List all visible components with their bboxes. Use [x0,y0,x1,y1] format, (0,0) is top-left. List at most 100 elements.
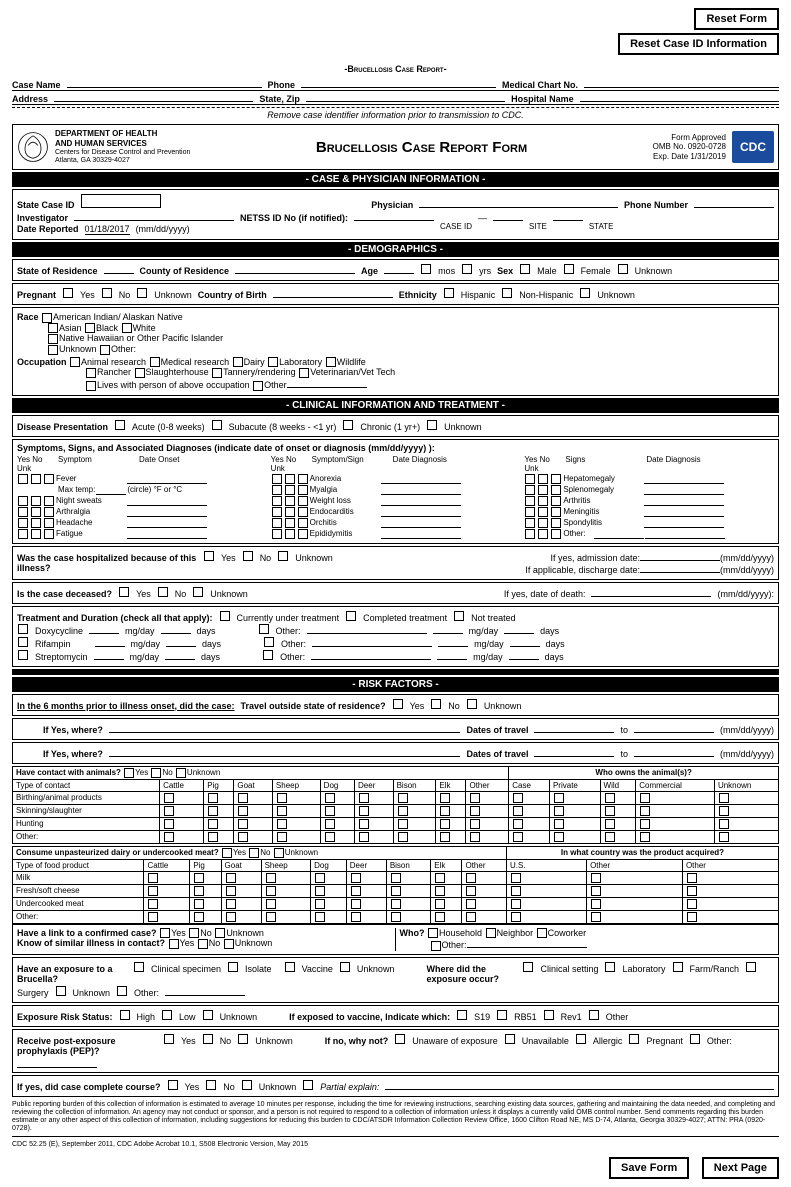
symp-checkbox[interactable] [525,474,535,484]
travel-unknown-checkbox[interactable] [467,699,477,709]
rev1-checkbox[interactable] [544,1010,554,1020]
race-nh-checkbox[interactable] [48,334,58,344]
male-checkbox[interactable] [520,264,530,274]
complete-partial-checkbox[interactable] [303,1080,313,1090]
other2-checkbox[interactable] [264,637,274,647]
symp-checkbox[interactable] [44,518,54,528]
race-other-checkbox[interactable] [100,345,110,355]
grid-checkbox[interactable] [238,806,248,816]
rif-checkbox[interactable] [18,637,28,647]
mos-checkbox[interactable] [421,264,431,274]
grid-checkbox[interactable] [325,806,335,816]
grid-checkbox[interactable] [391,873,401,883]
whynot-other-checkbox[interactable] [690,1034,700,1044]
complete-yes-checkbox[interactable] [168,1080,178,1090]
similar-yes-checkbox[interactable] [169,939,179,949]
occ-checkbox[interactable] [233,357,243,367]
grid-checkbox[interactable] [315,899,325,909]
symp-checkbox[interactable] [31,507,41,517]
farm-checkbox[interactable] [673,962,683,972]
symp-checkbox[interactable] [525,496,535,506]
grid-checkbox[interactable] [266,873,276,883]
grid-checkbox[interactable] [164,806,174,816]
symp-checkbox[interactable] [298,507,308,517]
grid-checkbox[interactable] [466,886,476,896]
acute-checkbox[interactable] [115,420,125,430]
grid-checkbox[interactable] [277,793,287,803]
unaware-checkbox[interactable] [395,1034,405,1044]
symp-checkbox[interactable] [551,507,561,517]
grid-checkbox[interactable] [325,793,335,803]
grid-checkbox[interactable] [315,912,325,922]
dairy-yes-checkbox[interactable] [222,848,232,858]
state-case-id-input[interactable] [81,194,161,208]
who-coworker-checkbox[interactable] [537,928,547,938]
grid-checkbox[interactable] [466,899,476,909]
symp-checkbox[interactable] [44,507,54,517]
symp-checkbox[interactable] [272,485,282,495]
female-checkbox[interactable] [564,264,574,274]
grid-checkbox[interactable] [513,819,523,829]
symp-checkbox[interactable] [525,518,535,528]
grid-checkbox[interactable] [511,886,521,896]
grid-checkbox[interactable] [466,873,476,883]
symp-checkbox[interactable] [31,518,41,528]
dec-no-checkbox[interactable] [158,587,168,597]
grid-checkbox[interactable] [208,793,218,803]
grid-checkbox[interactable] [325,832,335,842]
grid-checkbox[interactable] [315,873,325,883]
link-yes-checkbox[interactable] [160,928,170,938]
grid-checkbox[interactable] [719,832,729,842]
other1-checkbox[interactable] [259,624,269,634]
grid-checkbox[interactable] [554,806,564,816]
symp-checkbox[interactable] [44,529,54,539]
grid-checkbox[interactable] [687,873,697,883]
grid-checkbox[interactable] [315,886,325,896]
hispanic-checkbox[interactable] [444,288,454,298]
occ-checkbox[interactable] [70,357,80,367]
grid-checkbox[interactable] [148,899,158,909]
symp-checkbox[interactable] [538,474,548,484]
yrs-checkbox[interactable] [462,264,472,274]
grid-checkbox[interactable] [226,873,236,883]
grid-checkbox[interactable] [194,912,204,922]
symp-checkbox[interactable] [551,529,561,539]
complete-unknown-checkbox[interactable] [242,1080,252,1090]
race-unknown-checkbox[interactable] [48,345,58,355]
grid-checkbox[interactable] [398,793,408,803]
sex-unknown-checkbox[interactable] [618,264,628,274]
symp-checkbox[interactable] [538,529,548,539]
grid-checkbox[interactable] [719,819,729,829]
grid-checkbox[interactable] [591,873,601,883]
grid-checkbox[interactable] [277,806,287,816]
pregnant-pep-checkbox[interactable] [629,1034,639,1044]
symp-checkbox[interactable] [285,474,295,484]
grid-checkbox[interactable] [513,793,523,803]
grid-checkbox[interactable] [640,806,650,816]
symp-checkbox[interactable] [272,529,282,539]
pep-yes-checkbox[interactable] [164,1034,174,1044]
grid-checkbox[interactable] [470,819,480,829]
symp-checkbox[interactable] [18,529,28,539]
symp-checkbox[interactable] [525,529,535,539]
symp-checkbox[interactable] [538,496,548,506]
grid-checkbox[interactable] [266,899,276,909]
pep-no-checkbox[interactable] [203,1034,213,1044]
grid-checkbox[interactable] [719,793,729,803]
occ-checkbox[interactable] [253,381,263,391]
race-white-checkbox[interactable] [122,323,132,333]
pep-unknown-checkbox[interactable] [238,1034,248,1044]
travel-no-checkbox[interactable] [431,699,441,709]
link-unknown-checkbox[interactable] [215,928,225,938]
grid-checkbox[interactable] [470,793,480,803]
who-household-checkbox[interactable] [428,928,438,938]
symp-checkbox[interactable] [298,474,308,484]
vaccine-other-checkbox[interactable] [589,1010,599,1020]
unavail-checkbox[interactable] [505,1034,515,1044]
dec-yes-checkbox[interactable] [119,587,129,597]
race-ai-checkbox[interactable] [42,313,52,323]
occ-checkbox[interactable] [212,368,222,378]
grid-checkbox[interactable] [640,832,650,842]
grid-checkbox[interactable] [351,912,361,922]
pregnant-no-checkbox[interactable] [102,288,112,298]
